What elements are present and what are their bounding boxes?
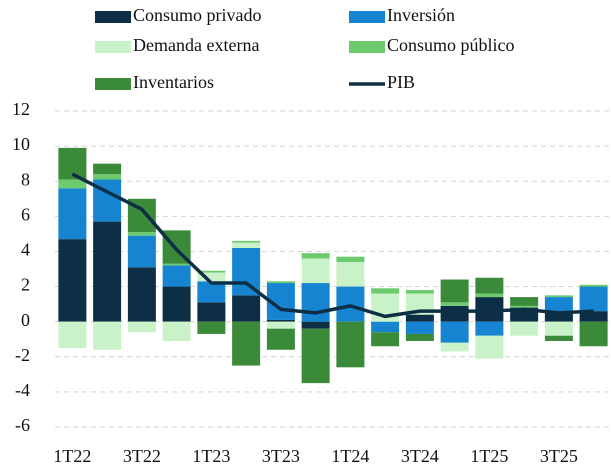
- bar: [475, 335, 504, 359]
- x-tick-label: 1T22: [53, 446, 91, 466]
- bar: [301, 321, 330, 329]
- bar: [544, 335, 573, 341]
- bar: [197, 272, 226, 282]
- bar: [197, 321, 226, 334]
- bar: [58, 179, 87, 189]
- bar: [197, 270, 226, 273]
- bar: [58, 321, 87, 348]
- bar: [405, 321, 434, 334]
- bar: [579, 321, 608, 347]
- bar: [162, 321, 191, 341]
- bar: [579, 286, 608, 312]
- x-tick-label: 1T24: [331, 446, 369, 466]
- bar: [58, 239, 87, 322]
- bar: [440, 342, 469, 352]
- bar: [127, 232, 156, 236]
- bar: [336, 286, 365, 322]
- bar: [405, 314, 434, 322]
- bar: [544, 312, 573, 322]
- bar: [371, 321, 400, 333]
- bar: [440, 321, 469, 343]
- bar: [301, 283, 330, 322]
- bar: [127, 235, 156, 268]
- bar: [232, 247, 261, 296]
- bar: [58, 188, 87, 240]
- bar: [440, 305, 469, 322]
- y-tick-label: 0: [21, 310, 30, 330]
- bar: [544, 297, 573, 313]
- bar: [197, 281, 226, 303]
- bar: [162, 263, 191, 266]
- legend-label: Demanda externa: [133, 35, 259, 55]
- x-tick-label: 3T23: [262, 446, 300, 466]
- bar: [440, 279, 469, 303]
- legend-swatch: [95, 78, 131, 90]
- bar: [197, 302, 226, 322]
- bar: [162, 265, 191, 287]
- bar: [93, 221, 122, 322]
- bar: [371, 288, 400, 294]
- bar: [127, 267, 156, 322]
- bar: [266, 328, 295, 350]
- legend-label: Consumo público: [387, 35, 515, 55]
- legend-label: PIB: [387, 72, 415, 92]
- y-tick-label: 10: [12, 134, 30, 154]
- legend-swatch: [349, 11, 385, 23]
- bar: [336, 256, 365, 262]
- bar: [232, 295, 261, 322]
- bar: [579, 311, 608, 322]
- bar: [301, 253, 330, 259]
- x-tick-label: 3T24: [401, 446, 439, 466]
- bar: [510, 297, 539, 306]
- bar: [440, 302, 469, 306]
- x-tick-label: 3T25: [540, 446, 578, 466]
- bar: [162, 286, 191, 322]
- bar: [510, 305, 539, 308]
- legend-label: Inventarios: [133, 72, 214, 92]
- bar: [475, 277, 504, 294]
- legend-swatch: [95, 41, 131, 53]
- bar: [301, 258, 330, 284]
- bar: [579, 284, 608, 287]
- bar: [266, 321, 295, 329]
- bar: [93, 163, 122, 175]
- bar: [475, 321, 504, 336]
- bar: [544, 295, 573, 298]
- x-tick-label: 3T22: [123, 446, 161, 466]
- bar: [336, 321, 365, 368]
- bar: [232, 240, 261, 243]
- x-tick-label: 1T23: [192, 446, 230, 466]
- bar: [127, 321, 156, 333]
- legend-swatch: [349, 41, 385, 53]
- y-tick-label: -4: [15, 380, 30, 400]
- bar: [232, 242, 261, 248]
- bar: [93, 321, 122, 350]
- bar: [266, 281, 295, 284]
- bar: [475, 293, 504, 298]
- y-tick-label: 6: [21, 204, 30, 224]
- y-tick-label: 12: [12, 99, 30, 119]
- y-tick-label: -6: [15, 415, 30, 435]
- bar: [266, 319, 295, 322]
- bar: [544, 321, 573, 336]
- y-tick-label: 8: [21, 169, 30, 189]
- bar: [301, 328, 330, 384]
- bar: [405, 290, 434, 294]
- bar: [510, 321, 539, 336]
- bar: [232, 321, 261, 366]
- bar: [405, 293, 434, 315]
- legend-swatch: [95, 11, 131, 23]
- y-tick-label: 4: [21, 240, 30, 260]
- bar: [336, 261, 365, 287]
- x-tick-label: 1T25: [470, 446, 508, 466]
- y-tick-label: 2: [21, 275, 30, 295]
- legend-label: Inversión: [387, 5, 455, 25]
- y-tick-label: -2: [15, 345, 30, 365]
- legend-label: Consumo privado: [133, 5, 262, 25]
- bar: [405, 333, 434, 341]
- bar: [93, 174, 122, 180]
- bar: [371, 332, 400, 347]
- line: [71, 172, 594, 319]
